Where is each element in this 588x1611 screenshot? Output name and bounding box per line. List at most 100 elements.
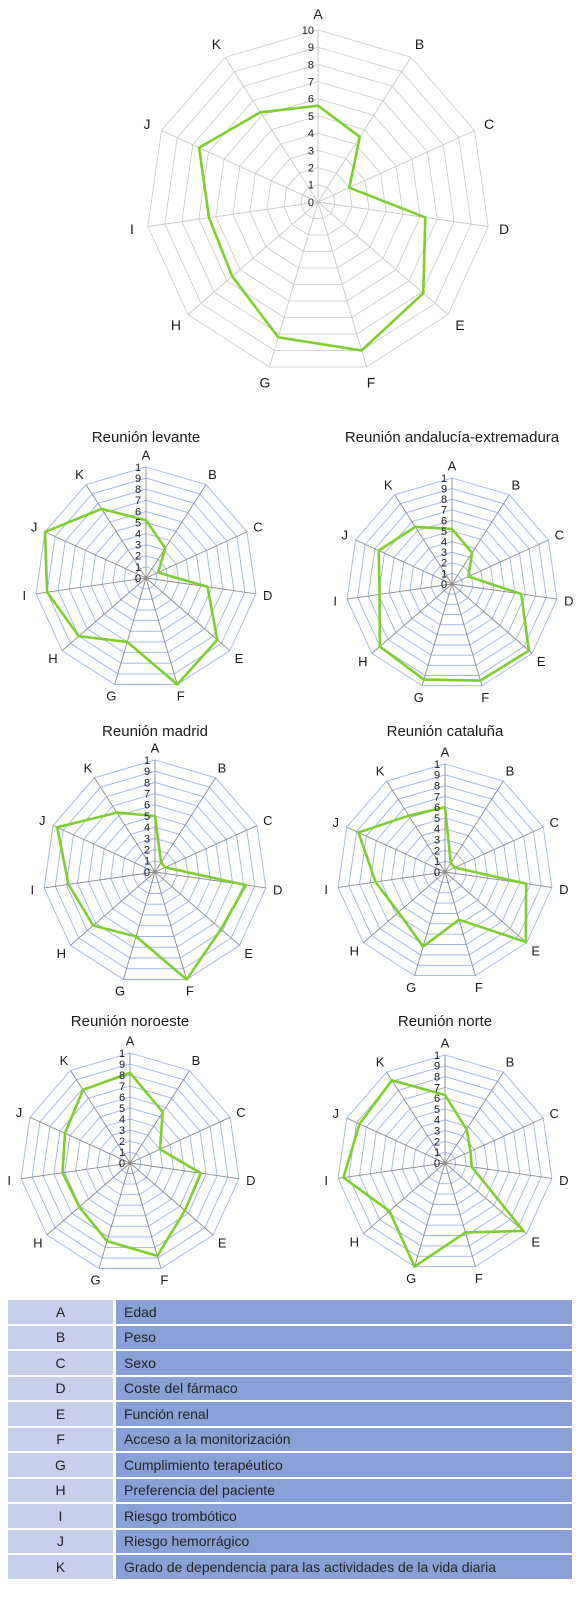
axis-label-f: F [367, 374, 376, 390]
data-point-j [359, 1123, 361, 1125]
axis-label-b: B [415, 36, 424, 52]
spoke-line [130, 1163, 239, 1179]
tick-label: 0 [144, 867, 150, 879]
axis-label-i: I [324, 882, 328, 897]
tick-label: 1 [119, 1147, 125, 1159]
tick-label: 7 [441, 505, 447, 517]
axis-label-b: B [511, 477, 520, 492]
axis-label-f: F [186, 984, 194, 999]
axis-label-b: B [218, 760, 227, 775]
data-point-j [64, 1133, 66, 1135]
data-point-g [278, 337, 280, 339]
data-point-j [378, 550, 380, 552]
axis-label-h: H [350, 1234, 359, 1249]
data-point-e [220, 928, 222, 930]
data-point-h [231, 276, 233, 278]
tick-label: 7 [119, 1081, 125, 1093]
spoke-line [155, 872, 266, 888]
legend-row: I Riesgo trombótico [8, 1503, 572, 1529]
data-point-c [468, 576, 470, 578]
tick-label: 7 [434, 1082, 440, 1094]
data-point-c [349, 187, 351, 189]
tick-label: 9 [135, 473, 141, 485]
tick-label: 0 [434, 1158, 440, 1170]
data-point-j [44, 531, 46, 533]
spoke-line [21, 1163, 130, 1179]
legend-code: G [8, 1452, 115, 1478]
axis-label-c: C [263, 813, 272, 828]
data-point-e [528, 650, 530, 652]
tick-label: 6 [434, 1093, 440, 1105]
tick-label: 3 [441, 547, 447, 559]
tick-label: 8 [434, 781, 440, 793]
data-point-d [471, 1166, 473, 1168]
tick-label: 0 [434, 867, 440, 879]
legend-row: C Sexo [8, 1350, 572, 1376]
data-point-d [520, 593, 522, 595]
data-point-g [422, 946, 424, 948]
legend-row: J Riesgo hemorrágico [8, 1529, 572, 1555]
tick-label: 9 [144, 766, 150, 778]
axis-legend-table: A Edad B Peso C Sexo D Coste del fármaco E Funció… [8, 1300, 572, 1581]
legend-description: Preferencia del paciente [115, 1478, 573, 1504]
radar-chart-madrid: 01234567891ABCDEFGHIJKReunión madrid [30, 723, 282, 999]
data-point-k [415, 526, 417, 528]
spoke-line [318, 202, 488, 227]
spoke-line [338, 1163, 445, 1178]
tick-label: 5 [119, 1103, 125, 1115]
legend-row: A Edad [8, 1300, 572, 1325]
axis-label-i: I [130, 221, 134, 237]
legend-code: F [8, 1427, 115, 1453]
data-point-c [470, 1151, 472, 1153]
axis-label-k: K [376, 764, 385, 779]
data-point-i [343, 1177, 345, 1179]
data-point-a [444, 1094, 446, 1096]
axis-label-f: F [475, 980, 483, 995]
axis-label-h: H [350, 943, 359, 958]
axis-label-i: I [324, 1173, 328, 1188]
radar-chart-overall: 012345678910ABCDEFGHIJK [130, 6, 509, 390]
tick-label: 2 [135, 551, 141, 563]
tick-label: 6 [434, 802, 440, 814]
tick-label: 1 [434, 759, 440, 771]
axis-label-a: A [151, 741, 160, 756]
axis-label-g: G [115, 984, 125, 999]
data-point-c [157, 572, 159, 574]
tick-label: 7 [144, 789, 150, 801]
axis-label-k: K [75, 467, 84, 482]
tick-label: 1 [119, 1048, 125, 1060]
axis-label-g: G [406, 980, 416, 995]
axis-label-d: D [559, 1173, 568, 1188]
legend-row: G Cumplimiento terapéutico [8, 1452, 572, 1478]
data-point-k [408, 815, 410, 817]
tick-label: 1 [135, 562, 141, 574]
tick-label: 4 [119, 1114, 125, 1126]
data-point-i [68, 884, 70, 886]
data-point-j [358, 832, 360, 834]
legend-description: Grado de dependencia para las actividade… [115, 1554, 573, 1580]
axis-label-b: B [208, 467, 217, 482]
data-point-h [79, 1206, 81, 1208]
tick-label: 8 [441, 494, 447, 506]
tick-label: 5 [434, 1104, 440, 1116]
axis-label-h: H [171, 317, 181, 333]
axis-label-f: F [160, 1273, 168, 1288]
axis-label-j: J [144, 116, 151, 132]
data-point-g [414, 1266, 416, 1268]
axis-label-e: E [218, 1236, 227, 1251]
tick-label: 6 [441, 515, 447, 527]
axis-label-d: D [273, 882, 282, 897]
axis-label-d: D [559, 882, 568, 897]
tick-label: 7 [434, 791, 440, 803]
data-point-h [389, 1210, 391, 1212]
legend-row: E Función renal [8, 1401, 572, 1427]
legend-row: K Grado de dependencia para las actividad… [8, 1554, 572, 1580]
data-point-a [317, 105, 319, 107]
tick-label: 3 [434, 835, 440, 847]
data-point-k [260, 112, 262, 114]
tick-label: 5 [308, 111, 314, 123]
tick-label: 1 [135, 462, 141, 474]
axis-label-j: J [333, 815, 340, 830]
